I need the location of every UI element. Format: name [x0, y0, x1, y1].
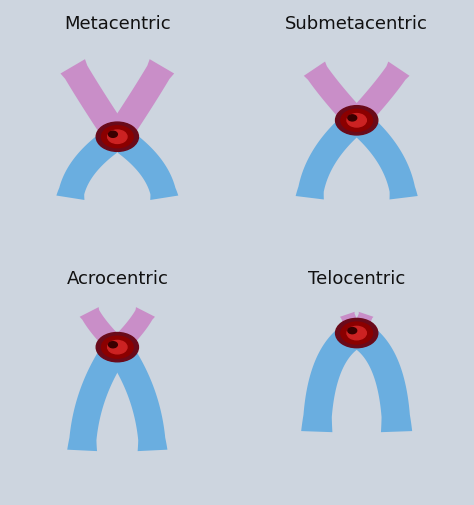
Ellipse shape [347, 114, 366, 127]
Ellipse shape [101, 126, 133, 148]
Polygon shape [61, 59, 122, 139]
Polygon shape [354, 117, 418, 199]
Ellipse shape [109, 131, 118, 137]
Polygon shape [296, 117, 359, 199]
Polygon shape [115, 307, 155, 349]
Polygon shape [67, 345, 122, 451]
Ellipse shape [96, 122, 138, 152]
Polygon shape [304, 62, 360, 123]
Polygon shape [301, 326, 359, 432]
Ellipse shape [348, 115, 356, 121]
Ellipse shape [348, 328, 356, 334]
Polygon shape [112, 345, 167, 451]
Ellipse shape [96, 332, 138, 362]
Polygon shape [355, 326, 412, 432]
Text: Metacentric: Metacentric [64, 15, 171, 33]
Ellipse shape [101, 336, 133, 358]
Polygon shape [80, 307, 120, 349]
Polygon shape [56, 132, 119, 200]
Ellipse shape [341, 109, 373, 131]
Ellipse shape [347, 326, 366, 340]
Polygon shape [340, 312, 361, 334]
Ellipse shape [336, 319, 378, 348]
Polygon shape [112, 59, 174, 139]
Text: Telocentric: Telocentric [308, 270, 405, 288]
Ellipse shape [109, 342, 118, 348]
Ellipse shape [108, 130, 127, 143]
Polygon shape [352, 312, 374, 334]
Ellipse shape [336, 106, 378, 135]
Polygon shape [354, 62, 410, 123]
Polygon shape [115, 132, 178, 200]
Text: Acrocentric: Acrocentric [66, 270, 168, 288]
Ellipse shape [108, 340, 127, 354]
Text: Submetacentric: Submetacentric [285, 15, 428, 33]
Ellipse shape [341, 322, 373, 344]
